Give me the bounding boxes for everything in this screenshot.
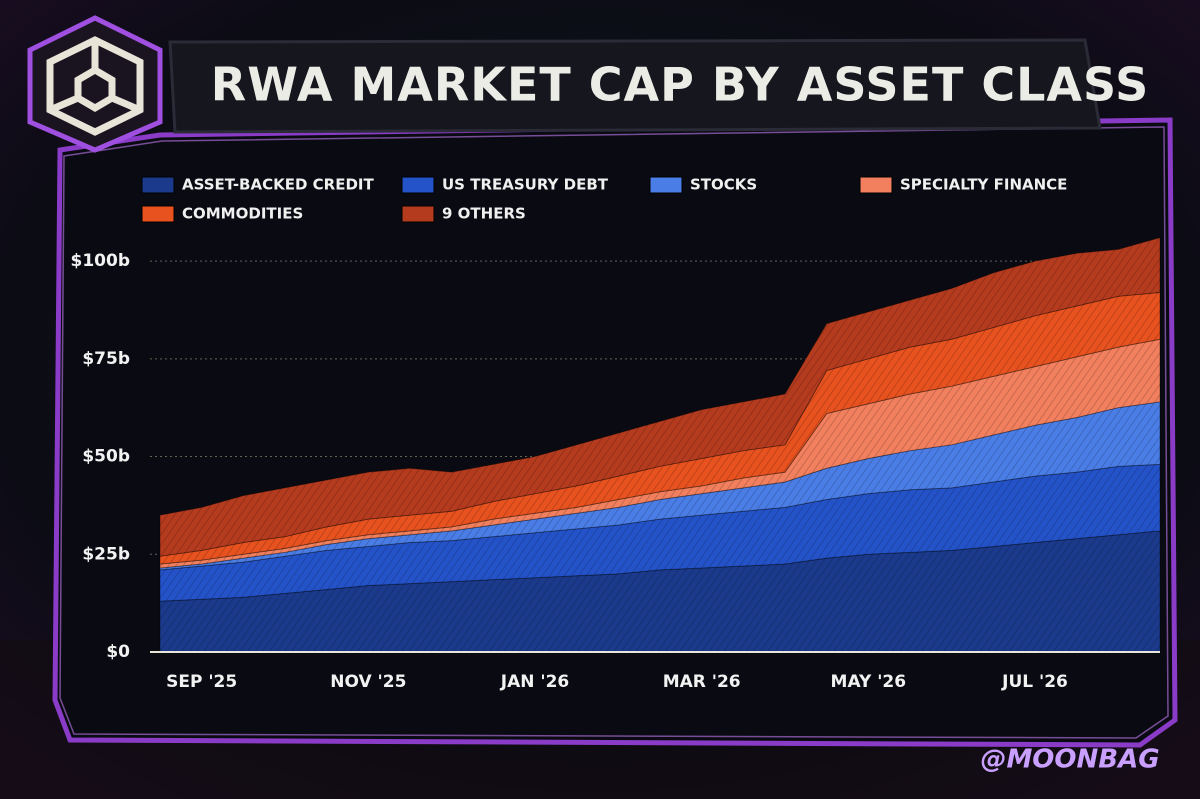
legend-swatch — [141, 176, 175, 194]
area-hatch — [160, 401, 1160, 570]
title-plate — [168, 38, 1102, 134]
y-tick-label: $75b — [82, 349, 130, 369]
legend-label: SPECIALTY FINANCE — [900, 176, 1067, 194]
legend-swatch — [141, 205, 175, 223]
area-hatch — [160, 237, 1160, 557]
legend-label: STOCKS — [690, 176, 757, 194]
legend-label: COMMODITIES — [182, 205, 303, 223]
frame-inner — [59, 126, 1169, 739]
legend-label: US TREASURY DEBT — [442, 176, 609, 194]
y-tick-label: $0 — [106, 642, 130, 662]
x-tick-label: MAR '26 — [663, 672, 741, 692]
area-hatch — [160, 339, 1160, 568]
y-tick-label: $25b — [82, 544, 130, 564]
y-tick-label: $50b — [82, 447, 130, 467]
x-tick-label: MAY '26 — [831, 672, 907, 692]
area-hatch — [160, 292, 1160, 565]
area-hatch — [160, 464, 1160, 602]
watermark: @MOONBAG — [980, 745, 1159, 775]
legend-swatch — [649, 176, 683, 194]
y-tick-label: $100b — [71, 251, 130, 271]
x-tick-label: JAN '26 — [500, 672, 570, 692]
legend-label: ASSET-BACKED CREDIT — [182, 176, 374, 194]
x-tick-label: NOV '25 — [330, 672, 406, 692]
plot: $0 $25b $50b $75b $100b SEP '25 NOV '25 JAN '26… — [71, 176, 1161, 692]
legend-label: 9 OTHERS — [442, 205, 526, 223]
logo — [27, 15, 163, 153]
legend-swatch — [401, 176, 435, 194]
x-tick-label: SEP '25 — [166, 672, 237, 692]
legend-swatch — [859, 176, 893, 194]
x-tick-label: JUL '26 — [1001, 672, 1068, 692]
chart-title: RWA MARKET CAP BY ASSET CLASS — [211, 58, 1149, 112]
area-hatch — [160, 530, 1160, 652]
legend-swatch — [401, 205, 435, 223]
